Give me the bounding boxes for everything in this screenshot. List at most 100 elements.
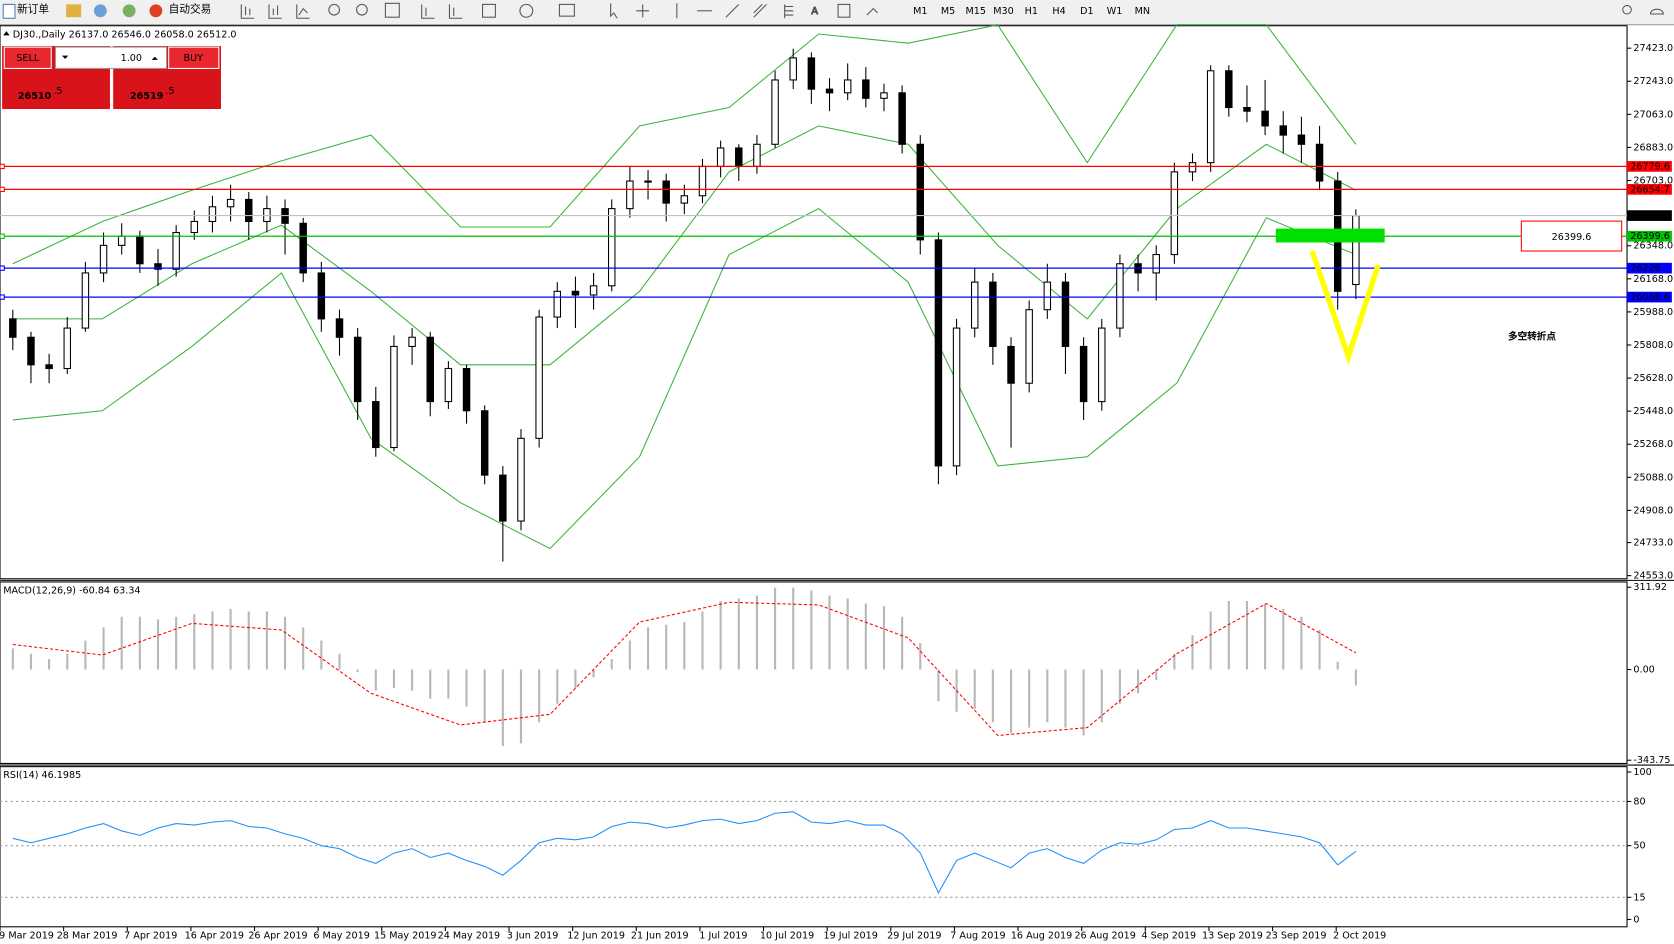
sell-label[interactable]: SELL xyxy=(16,53,39,64)
timeframe-button[interactable]: M1 xyxy=(913,6,927,17)
candle-body xyxy=(372,401,380,449)
y-tick-label: 24908.0 xyxy=(1633,505,1673,516)
timeframe-button[interactable]: MN xyxy=(1135,6,1150,17)
buy-button[interactable] xyxy=(168,46,220,69)
text-tool[interactable]: A xyxy=(811,5,819,17)
y-tick-label: 26348.0 xyxy=(1633,241,1673,252)
candle-body xyxy=(299,222,307,274)
candle-body xyxy=(190,220,199,234)
candle-body xyxy=(1297,134,1306,145)
chat[interactable] xyxy=(1649,8,1664,15)
level-label-bg xyxy=(1627,262,1672,274)
timeframe-button[interactable]: H4 xyxy=(1052,6,1065,17)
lots-up[interactable] xyxy=(151,56,159,60)
candle-body xyxy=(1025,309,1033,384)
x-tick-label: 7 Aug 2019 xyxy=(950,930,1005,941)
crosshair[interactable] xyxy=(636,4,650,18)
candle-body xyxy=(136,235,144,265)
candle-body xyxy=(99,244,108,274)
candle-body xyxy=(789,57,797,81)
candle-body xyxy=(390,345,398,449)
lots-input[interactable] xyxy=(54,46,168,69)
tool[interactable] xyxy=(268,4,282,19)
zoom-out[interactable] xyxy=(356,3,368,16)
search[interactable] xyxy=(1622,4,1632,15)
timeframe-button[interactable]: M15 xyxy=(966,6,987,17)
candle-body xyxy=(226,198,235,208)
candle-body xyxy=(589,285,598,296)
tool[interactable] xyxy=(421,4,435,19)
x-tick-label: 21 Jun 2019 xyxy=(631,930,689,941)
periods[interactable] xyxy=(519,3,534,18)
y-tick-label: 24733.0 xyxy=(1633,538,1673,549)
macd-panel xyxy=(0,581,1628,764)
candle-body xyxy=(680,195,689,204)
y-tick-label: 15 xyxy=(1633,892,1645,903)
new-order-button[interactable]: 新订单 xyxy=(17,3,49,16)
y-tick-label: 26703.0 xyxy=(1633,175,1673,186)
y-tick-label: 80 xyxy=(1633,796,1645,807)
timeframe-button[interactable]: M5 xyxy=(941,6,955,17)
annotation-text: 多空转折点 xyxy=(1508,330,1556,342)
buy-label[interactable]: BUY xyxy=(184,53,204,64)
auto-trading-button[interactable]: 自动交易 xyxy=(169,3,212,16)
tool-icons: A xyxy=(240,2,878,19)
candle-body xyxy=(825,88,834,94)
plot: 27423.0 27243.0 27063.0 26883.0 26703.0 26348… xyxy=(0,24,1673,941)
tool[interactable] xyxy=(448,4,463,19)
level-label: 26779.6 xyxy=(1630,161,1670,172)
bid-price: 26510 xyxy=(18,91,52,102)
zoom-in[interactable] xyxy=(328,3,341,16)
annotation-price: 26399.6 xyxy=(1552,232,1592,243)
candle-body xyxy=(480,410,489,476)
cursor[interactable] xyxy=(610,3,618,19)
y-tick-label: 24553.0 xyxy=(1633,571,1673,582)
timeframe-button[interactable]: H1 xyxy=(1025,6,1038,17)
x-tick-label: 12 Jun 2019 xyxy=(567,930,625,941)
candle-body xyxy=(571,290,580,296)
level-label: 26226 xyxy=(1630,263,1661,274)
x-tick-label: 7 Apr 2019 xyxy=(124,930,177,941)
arrows[interactable] xyxy=(866,7,878,16)
candle-body xyxy=(607,208,616,287)
candle-body xyxy=(952,327,961,467)
x-tick-label: 13 Sep 2019 xyxy=(1202,930,1263,941)
templates[interactable] xyxy=(558,3,575,17)
label-tool[interactable] xyxy=(837,3,851,18)
candle-body xyxy=(1261,110,1269,127)
fibo[interactable] xyxy=(784,4,794,19)
timeframe-button[interactable]: W1 xyxy=(1107,6,1123,17)
icon[interactable] xyxy=(122,4,136,18)
x-tick-label: 24 May 2019 xyxy=(438,930,501,941)
tool[interactable] xyxy=(296,4,310,19)
icon[interactable] xyxy=(66,4,82,18)
channel[interactable] xyxy=(753,4,767,18)
timeframe-button[interactable]: D1 xyxy=(1080,6,1094,17)
candle-body xyxy=(662,180,670,204)
candle-body xyxy=(970,281,979,329)
candle-body xyxy=(934,239,943,467)
annotation-box xyxy=(1520,220,1623,252)
x-tick-label: 28 Mar 2019 xyxy=(57,930,118,941)
timeframe-button[interactable]: M30 xyxy=(993,6,1014,17)
indicators[interactable] xyxy=(482,3,496,18)
tile[interactable] xyxy=(384,2,400,18)
candle-body xyxy=(1007,345,1015,384)
candle-body xyxy=(63,327,71,370)
lots-value[interactable]: 1.00 xyxy=(121,53,142,64)
y-tick-label: 25448.0 xyxy=(1633,406,1673,417)
candle-body xyxy=(862,79,870,99)
icon[interactable] xyxy=(93,4,107,18)
lots-down[interactable] xyxy=(61,55,69,59)
new-order-icon[interactable] xyxy=(2,3,16,19)
trendline[interactable] xyxy=(725,4,740,18)
auto-trading-icon[interactable] xyxy=(149,4,163,18)
sell-button[interactable] xyxy=(3,46,52,69)
tool[interactable] xyxy=(240,4,255,19)
candle-body xyxy=(1188,162,1197,173)
level-marker xyxy=(0,186,5,193)
x-tick-label: 6 May 2019 xyxy=(313,930,369,941)
candle-body xyxy=(245,198,253,223)
rsi-panel xyxy=(0,766,1628,928)
x-tick-label: 2 Oct 2019 xyxy=(1333,930,1386,941)
